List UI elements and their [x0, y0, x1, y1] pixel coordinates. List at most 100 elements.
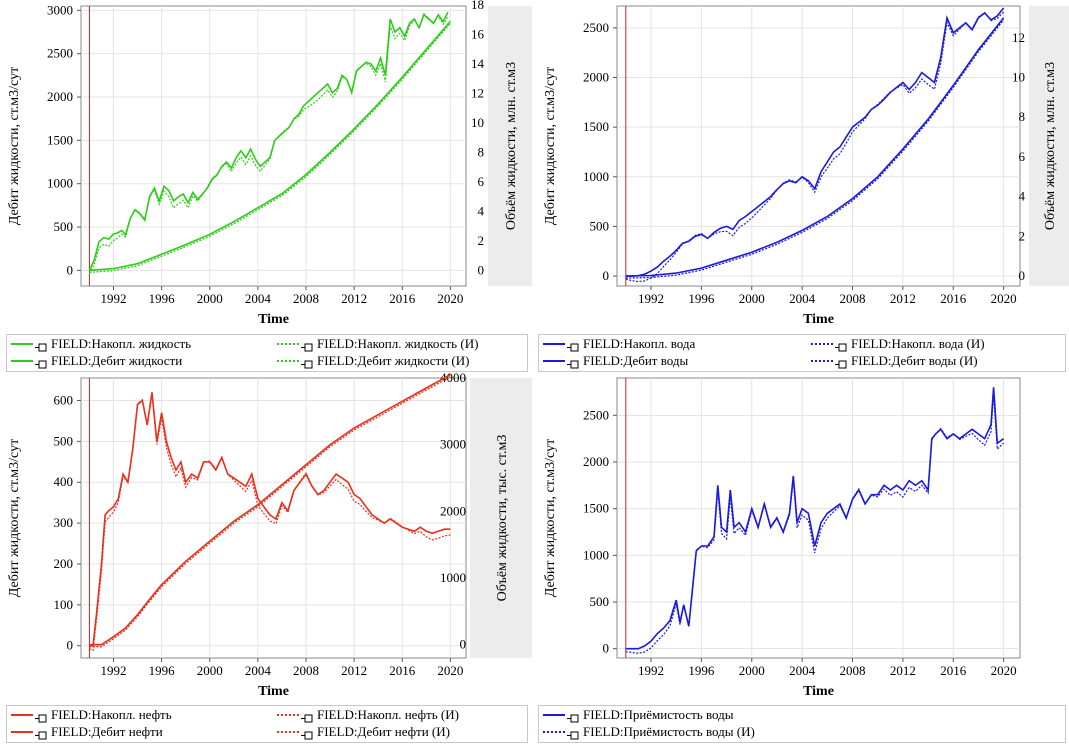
x-tick-label: 2012	[341, 291, 367, 306]
x-tick-label: 1992	[638, 291, 664, 306]
y-tick-label: 1500	[583, 119, 609, 134]
series-line-rate	[89, 392, 451, 647]
oil-chart: 1992 1996 2000 2004 2008 2012 2016 2020 0 100 200 3…	[7, 370, 532, 699]
chart-panel-liquid: 1992 1996 2000 2004 2008 2012 2016 2020 0 500 1000…	[0, 0, 532, 333]
y2-axis-label: Объём жидкости, млн. ст.м3	[504, 62, 519, 230]
x-tick-label: 2008	[293, 291, 319, 306]
y2-axis-band	[1029, 6, 1069, 286]
y-tick-label: 2500	[583, 407, 609, 422]
series-line-cum-hist	[625, 19, 1005, 279]
legend-flag-icon	[35, 340, 47, 351]
legend-item-injection: FIELD:Приёмистость воды	[543, 706, 734, 724]
y-tick-label: 500	[590, 594, 610, 609]
x-tick-label: 2012	[890, 291, 916, 306]
legend-item-injection-hist: FIELD:Приёмистость воды (И)	[543, 723, 755, 741]
legend-label: FIELD:Накопл. вода (И)	[851, 336, 985, 351]
y-tick-label: 2500	[47, 46, 73, 61]
x-tick-label: 2016	[389, 663, 416, 678]
injection-chart: 1992 1996 2000 2004 2008 2012 2016 2020 0 500 1000…	[543, 377, 1021, 699]
x-tick-label: 2004	[245, 291, 272, 306]
legend-label: FIELD:Приёмистость воды	[583, 707, 734, 722]
x-axis-label: Time	[258, 684, 289, 699]
legend-line-dotted	[277, 731, 299, 733]
y-tick-label: 2000	[583, 454, 609, 469]
y-tick-label: 200	[54, 556, 74, 571]
y-tick-label: 500	[590, 218, 610, 233]
legend-label: FIELD:Приёмистость воды (И)	[583, 724, 755, 739]
y2-axis-label: Объём жидкости, тыс. ст.м3	[495, 435, 510, 602]
legend-label: FIELD:Дебит воды	[583, 353, 689, 368]
series-line-cum	[625, 17, 1005, 277]
y2-tick-label: 0	[460, 637, 467, 652]
y2-tick-label: 6	[478, 174, 485, 189]
x-tick-label: 2016	[940, 663, 967, 678]
series-line-cum	[89, 20, 452, 272]
legend-label: FIELD:Накопл. вода	[583, 336, 696, 351]
legend-liquid: FIELD:Накопл. жидкость FIELD:Накопл. жид…	[6, 334, 528, 372]
y-tick-label: 0	[67, 638, 74, 653]
legend-item-cum-oil-hist: FIELD:Накопл. нефть (И)	[277, 706, 459, 724]
y2-tick-label: 16	[471, 27, 485, 42]
y2-axis-label: Объём жидкости, млн. ст.м3	[1043, 62, 1058, 230]
legend-item-rate-oil: FIELD:Дебит нефти	[11, 723, 163, 741]
y-axis-label: Дебит жидкости, ст.м3/сут	[7, 439, 22, 597]
y2-tick-label: 12	[471, 86, 484, 101]
y-tick-label: 600	[54, 392, 74, 407]
y2-tick-label: 2000	[440, 503, 466, 518]
y-tick-label: 400	[54, 474, 74, 489]
y-axis-label: Дебит жидкости, ст.м3/сут	[7, 67, 22, 225]
x-tick-label: 1996	[688, 291, 715, 306]
x-axis-label: Time	[803, 684, 834, 699]
y-tick-label: 2500	[583, 20, 609, 35]
legend-flag-icon	[35, 711, 47, 722]
x-tick-label: 2004	[789, 663, 816, 678]
x-tick-label: 2008	[840, 291, 866, 306]
x-axis-label: Time	[258, 312, 289, 327]
legend-label: FIELD:Дебит жидкости (И)	[317, 353, 470, 368]
y-tick-label: 3000	[47, 2, 73, 17]
plot-area	[616, 377, 1021, 659]
legend-item-cum-liquid-hist: FIELD:Накопл. жидкость (И)	[277, 335, 478, 353]
legend-line-solid	[11, 343, 33, 345]
y-tick-label: 0	[603, 268, 610, 283]
y-axis-label: Дебит жидкости, ст.м3/сут	[543, 439, 558, 597]
x-tick-label: 1996	[688, 663, 715, 678]
legend-label: FIELD:Накопл. жидкость	[51, 336, 192, 351]
x-tick-label: 2000	[197, 291, 223, 306]
y2-tick-label: 8	[478, 144, 485, 159]
legend-item-cum-water: FIELD:Накопл. вода	[543, 335, 695, 353]
legend-line-solid	[543, 360, 565, 362]
y-tick-label: 2000	[47, 89, 73, 104]
y2-tick-label: 0	[1019, 268, 1026, 283]
x-tick-label: 2004	[789, 291, 816, 306]
x-tick-label: 1996	[149, 663, 176, 678]
x-tick-label: 1996	[149, 291, 176, 306]
x-tick-label: 2000	[197, 663, 223, 678]
x-tick-label: 1992	[100, 663, 126, 678]
legend-item-rate-water-hist: FIELD:Дебит воды (И)	[811, 352, 978, 370]
legend-line-solid	[543, 714, 565, 716]
y-tick-label: 2000	[583, 69, 609, 84]
y-tick-label: 0	[67, 262, 74, 277]
x-tick-label: 2016	[389, 291, 416, 306]
x-tick-label: 2008	[840, 663, 866, 678]
y-tick-label: 1000	[583, 547, 609, 562]
chart-panel-water: 1992 1996 2000 2004 2008 2012 2016 2020 0 500 1000…	[536, 0, 1069, 333]
y-tick-label: 300	[54, 515, 74, 530]
legend-label: FIELD:Накопл. нефть (И)	[317, 707, 459, 722]
legend-label: FIELD:Дебит нефти (И)	[317, 724, 450, 739]
y-tick-label: 1000	[583, 169, 609, 184]
series-line-cum-hist	[89, 376, 451, 648]
y-tick-label: 1000	[47, 176, 73, 191]
y-tick-label: 1500	[583, 501, 609, 516]
legend-flag-icon	[835, 340, 847, 351]
y2-tick-label: 8	[1019, 109, 1026, 124]
legend-line-solid	[11, 731, 33, 733]
x-tick-label: 2020	[437, 291, 463, 306]
legend-flag-icon	[567, 340, 579, 351]
y2-tick-label: 0	[478, 262, 485, 277]
y-tick-label: 500	[54, 219, 74, 234]
x-tick-label: 2000	[739, 663, 765, 678]
legend-label: FIELD:Дебит нефти	[51, 724, 163, 739]
legend-flag-icon	[301, 728, 313, 739]
